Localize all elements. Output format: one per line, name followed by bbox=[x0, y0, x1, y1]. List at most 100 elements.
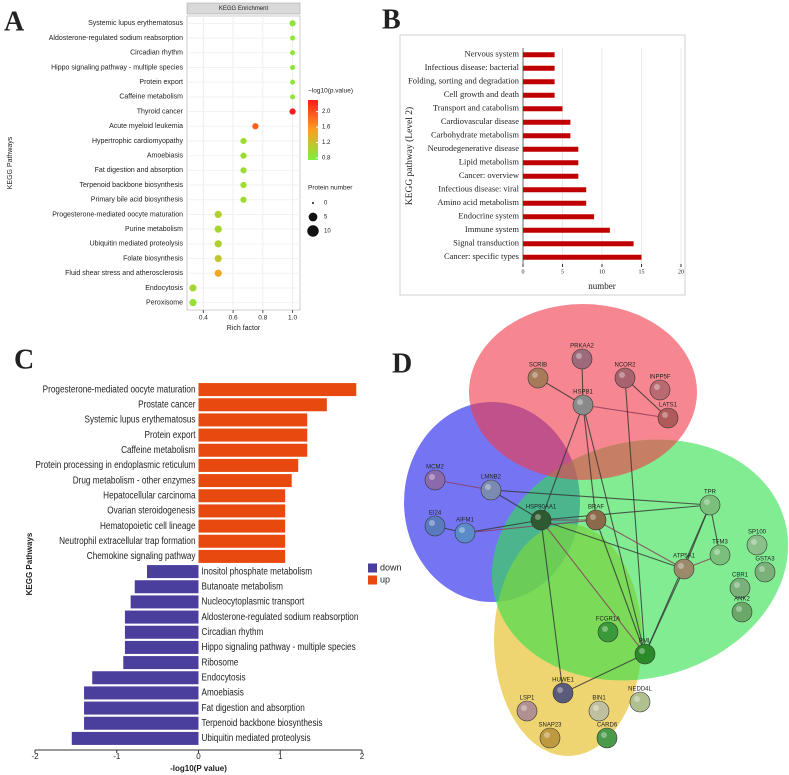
bar bbox=[198, 458, 299, 472]
node-highlight bbox=[654, 384, 660, 390]
y-tick-label: Thyroid cancer bbox=[137, 108, 184, 115]
x-tick-label: 2 bbox=[360, 752, 365, 761]
node-highlight bbox=[601, 732, 607, 738]
x-tick-label: 20 bbox=[678, 269, 684, 275]
node-highlight bbox=[736, 606, 742, 612]
y-tick-label: Progesterone-mediated oocyte maturation bbox=[43, 382, 196, 394]
x-tick-label: 10 bbox=[599, 269, 605, 275]
node-label: HSP90AA1 bbox=[526, 505, 557, 511]
node-highlight bbox=[751, 539, 757, 545]
dot bbox=[214, 240, 222, 248]
node bbox=[424, 469, 446, 491]
dot bbox=[252, 123, 259, 130]
bar bbox=[71, 731, 199, 745]
y-tick-label: Ovarian steroidogenesis bbox=[107, 504, 195, 516]
dot bbox=[289, 108, 296, 115]
bar bbox=[134, 580, 199, 594]
node bbox=[588, 700, 610, 722]
dot bbox=[240, 196, 247, 203]
panel-header bbox=[186, 2, 301, 15]
edge bbox=[582, 404, 597, 521]
node bbox=[571, 348, 593, 370]
node-highlight bbox=[634, 696, 640, 702]
node-highlight bbox=[590, 514, 596, 520]
node-label: AIFM1 bbox=[456, 518, 474, 524]
panel-header-text: KEGG Enrichment bbox=[219, 6, 269, 12]
bar bbox=[523, 187, 587, 193]
node-label: LSP1 bbox=[520, 696, 535, 702]
edge bbox=[540, 404, 584, 521]
node bbox=[657, 407, 679, 429]
y-tick-label: Hypertrophic cardiomyopathy bbox=[92, 138, 184, 145]
node bbox=[597, 621, 619, 643]
x-tick-label: 0.8 bbox=[258, 315, 267, 322]
bar bbox=[523, 200, 587, 206]
node-highlight bbox=[532, 372, 538, 378]
x-tick-label: -2 bbox=[31, 752, 39, 761]
y-tick-label: Systemic lupus erythematosus bbox=[85, 413, 196, 425]
node-highlight bbox=[535, 514, 541, 520]
y-tick-label: Terpenoid backbone biosynthesis bbox=[202, 716, 323, 728]
node-highlight bbox=[429, 520, 435, 526]
edge bbox=[540, 519, 564, 694]
legend-dot bbox=[312, 202, 314, 204]
y-axis-label: KEGG pathway (Level 2) bbox=[404, 107, 415, 205]
node-label: PML bbox=[639, 639, 652, 645]
bar bbox=[198, 534, 286, 548]
node-label: PRKAA2 bbox=[570, 344, 594, 350]
node-highlight bbox=[602, 626, 608, 632]
y-tick-label: Prostate cancer bbox=[138, 397, 195, 409]
dot bbox=[214, 269, 222, 277]
x-axis-label: -log10(P value) bbox=[170, 764, 227, 773]
bar bbox=[146, 565, 199, 579]
y-tick-label: Amoebiasis bbox=[147, 152, 184, 159]
node bbox=[552, 682, 574, 704]
y-tick-label: Signal transduction bbox=[453, 238, 520, 248]
y-tick-label: Aldosterone-regulated sodium reabsorptio… bbox=[202, 610, 359, 622]
y-tick-label: Ubiquitin mediated proteolysis bbox=[90, 241, 184, 248]
y-tick-label: Protein export bbox=[139, 79, 183, 86]
y-tick-label: Butanoate metabolism bbox=[202, 579, 284, 591]
node-highlight bbox=[639, 648, 645, 654]
edge bbox=[540, 504, 711, 521]
node-highlight bbox=[544, 732, 550, 738]
dot bbox=[290, 50, 296, 56]
edge bbox=[540, 519, 685, 570]
node-highlight bbox=[662, 412, 668, 418]
color-bar bbox=[308, 100, 318, 160]
dot bbox=[290, 35, 296, 41]
y-tick-label: Hippo signaling pathway - multiple speci… bbox=[202, 640, 356, 652]
node bbox=[424, 515, 446, 537]
y-tick-label: Chemokine signaling pathway bbox=[87, 549, 196, 561]
y-tick-label: Transport and catabolism bbox=[433, 103, 519, 113]
y-tick-label: Cell growth and death bbox=[444, 89, 520, 99]
y-tick-label: Carbohydrate metabolism bbox=[431, 130, 519, 140]
node bbox=[709, 544, 731, 566]
bar bbox=[198, 383, 357, 397]
y-tick-label: Hematopoietic cell lineage bbox=[100, 519, 196, 531]
plot-area bbox=[186, 15, 301, 311]
bar bbox=[523, 146, 579, 152]
bar bbox=[124, 640, 199, 654]
x-axis-label: Rich factor bbox=[227, 325, 261, 332]
y-tick-label: Neurodegenerative disease bbox=[428, 143, 520, 153]
y-tick-label: Acute myeloid leukemia bbox=[109, 123, 183, 130]
node bbox=[614, 367, 636, 389]
y-tick-label: Caffeine metabolism bbox=[119, 94, 183, 101]
node-highlight bbox=[576, 353, 582, 359]
y-tick-label: Fat digestion and absorption bbox=[95, 167, 183, 174]
x-tick-label: 1.0 bbox=[288, 315, 297, 322]
legend-swatch bbox=[368, 575, 377, 585]
bar bbox=[198, 428, 308, 442]
edge bbox=[562, 653, 646, 694]
dot bbox=[214, 210, 222, 219]
node-label: SP100 bbox=[748, 530, 767, 536]
node-highlight bbox=[714, 549, 720, 555]
legend-label: down bbox=[380, 562, 402, 572]
node-label: CBR1 bbox=[732, 573, 749, 579]
bar bbox=[198, 519, 286, 533]
edge bbox=[464, 519, 597, 534]
y-tick-label: Cancer: overview bbox=[459, 170, 520, 180]
x-axis-label: number bbox=[588, 281, 616, 291]
legend-tick-label: 1.6 bbox=[322, 125, 331, 131]
